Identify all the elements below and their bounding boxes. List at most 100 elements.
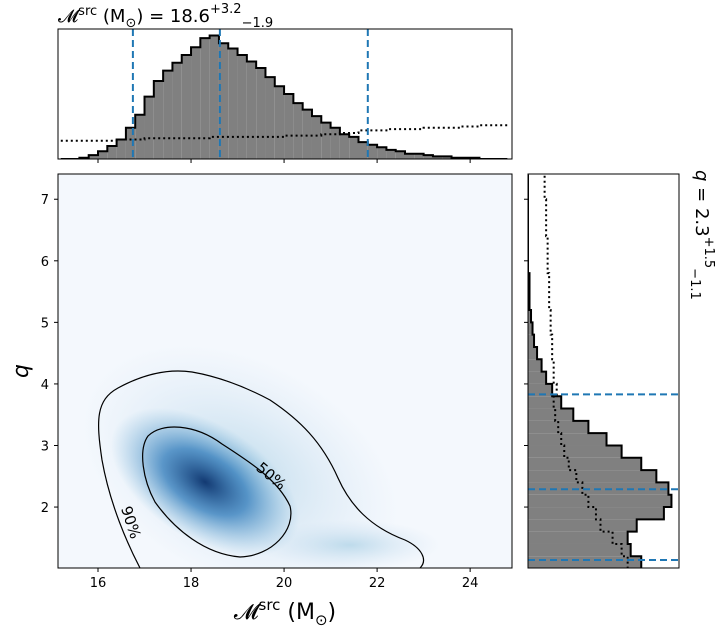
density-tail <box>260 520 440 568</box>
bar <box>293 103 303 159</box>
bar <box>209 35 219 159</box>
axes: 𝓜src (M⊙) = 18.6+3.2−1.916 18 20 22 24234567… <box>9 2 716 629</box>
bar <box>88 155 99 159</box>
bar <box>311 116 322 159</box>
math-title: 𝓜src (M⊙) <box>234 596 336 629</box>
bar <box>395 151 406 159</box>
bar <box>405 153 415 159</box>
bar <box>330 127 340 159</box>
bar <box>349 136 359 159</box>
bar <box>284 94 294 159</box>
title-part: ⊙ <box>315 611 328 629</box>
title-part: ) <box>328 600 337 625</box>
bar <box>107 146 117 159</box>
title-part: 𝓜 <box>234 600 261 625</box>
bar <box>414 153 424 159</box>
bar <box>528 457 642 471</box>
bar <box>98 151 108 159</box>
bar <box>528 383 553 397</box>
bar <box>528 334 535 347</box>
panel-frame <box>57 173 513 569</box>
title-part: −1.9 <box>242 16 274 31</box>
bar <box>191 47 201 159</box>
bar <box>528 531 628 544</box>
bar <box>358 142 368 159</box>
density-panel: 50% 90% <box>58 174 512 568</box>
x-tick-label: 22 <box>369 576 386 591</box>
bar <box>528 543 631 557</box>
title-part: ) = 18.6 <box>136 6 210 27</box>
bar <box>377 147 387 159</box>
bar <box>274 86 285 159</box>
title-part: −1.1 <box>687 268 702 300</box>
title-part: (M <box>97 6 125 27</box>
bar <box>135 114 145 159</box>
bar <box>200 38 210 159</box>
y-tick-label: 6 <box>41 255 49 270</box>
title-part: src <box>78 4 97 19</box>
title-part: ⊙ <box>125 16 136 31</box>
bar <box>339 134 350 159</box>
x-tick-label: 18 <box>183 576 200 591</box>
math-title: 𝓜src (M⊙) = 18.6+3.2−1.9 <box>58 2 273 31</box>
bar <box>153 81 164 159</box>
title-part: src <box>259 596 281 614</box>
y-tick-label: 3 <box>41 439 49 454</box>
title-part: +3.2 <box>210 2 242 17</box>
bar <box>265 77 275 159</box>
bar <box>125 127 136 159</box>
y-tick-label: 5 <box>41 316 49 331</box>
bar <box>528 346 538 360</box>
bar <box>237 55 247 159</box>
bar <box>528 445 622 458</box>
bar <box>228 48 238 159</box>
bar <box>256 68 266 159</box>
bar <box>163 70 173 159</box>
bar <box>528 519 637 532</box>
bar <box>246 61 257 159</box>
top-histogram <box>60 29 508 159</box>
panel-frame <box>527 173 680 569</box>
y-tick-label: 7 <box>41 193 49 208</box>
bar <box>442 156 452 159</box>
bar <box>321 122 331 159</box>
title-part: (M <box>280 600 315 625</box>
bar <box>528 494 672 508</box>
title-part: +1.5 <box>701 237 716 269</box>
bar <box>423 155 433 159</box>
bar <box>528 470 657 483</box>
dotted-distribution <box>543 174 629 568</box>
bar <box>528 408 574 421</box>
right-histogram <box>528 174 679 568</box>
density-core <box>110 407 300 557</box>
bar <box>144 96 154 159</box>
bar <box>218 43 229 159</box>
bar <box>367 144 378 159</box>
contour-90 <box>98 370 425 568</box>
x-tick-label: 16 <box>90 576 107 591</box>
bar <box>386 149 396 159</box>
y-tick-label: 4 <box>41 378 49 393</box>
title-part: q <box>691 170 712 181</box>
contour-50 <box>142 426 292 558</box>
title-part: = 2.3 <box>691 181 712 236</box>
panel-frame <box>57 28 513 160</box>
math-title: q = 2.3+1.5−1.1 <box>687 170 716 300</box>
dotted-distribution <box>60 124 508 142</box>
x-tick-label: 20 <box>276 576 293 591</box>
histogram-outline <box>528 174 673 568</box>
bar <box>302 109 312 159</box>
bar <box>528 359 542 372</box>
x-tick-label: 24 <box>462 576 479 591</box>
bar <box>528 507 664 520</box>
bar <box>528 322 533 335</box>
bar <box>528 310 532 323</box>
histogram-outline <box>60 34 508 159</box>
title-part: 𝓜 <box>58 6 81 27</box>
bar <box>528 396 562 409</box>
bar <box>116 139 126 159</box>
bar <box>432 156 443 159</box>
bar <box>528 556 642 568</box>
bar <box>528 371 547 384</box>
